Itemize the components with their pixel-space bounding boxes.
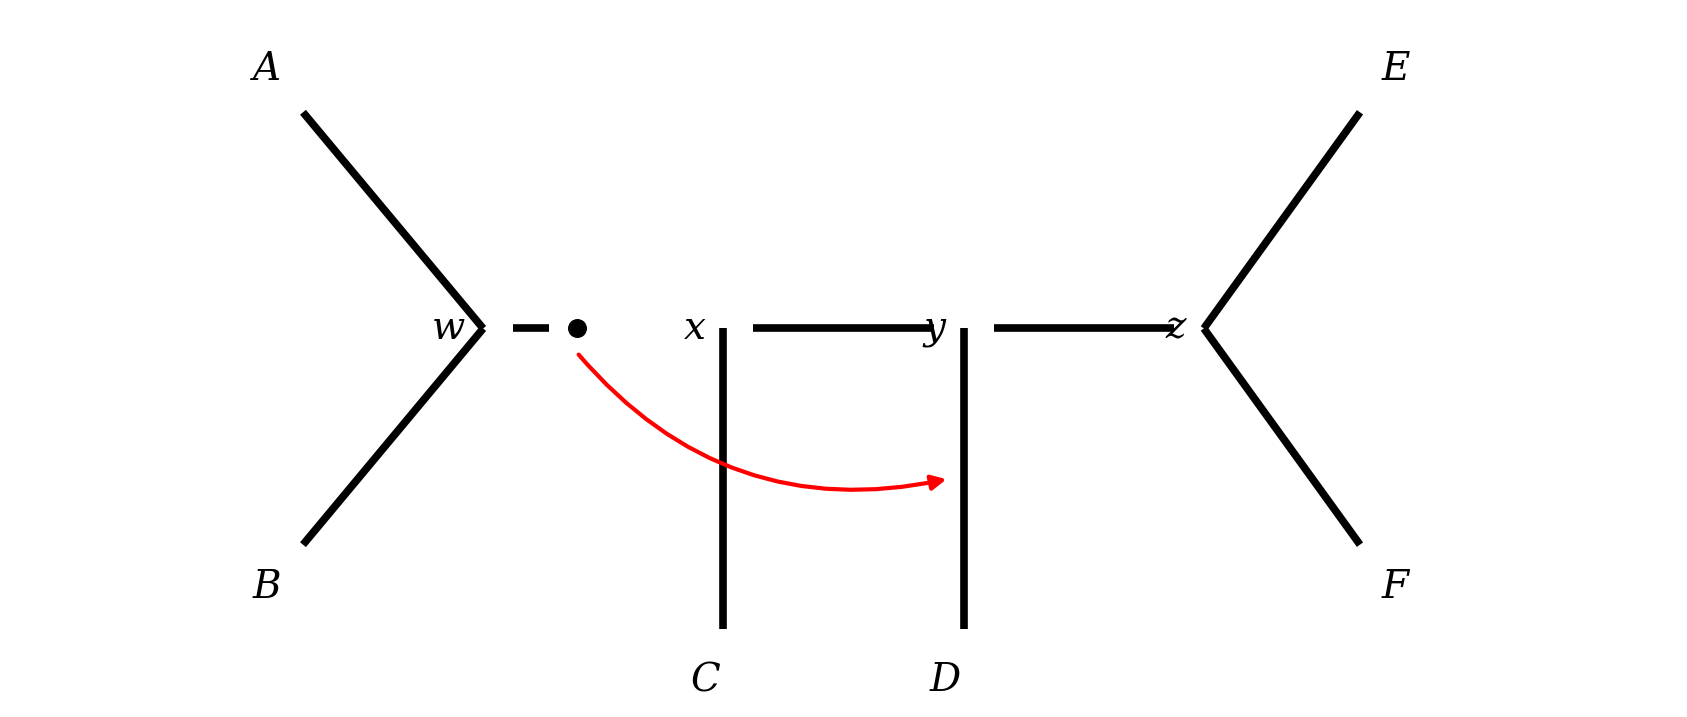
Point <box>563 323 590 334</box>
Text: x: x <box>683 310 705 347</box>
Text: D: D <box>930 663 962 699</box>
Text: y: y <box>923 310 946 347</box>
Text: C: C <box>690 663 720 699</box>
Text: B: B <box>253 569 282 606</box>
Text: z: z <box>1166 310 1186 347</box>
Text: w: w <box>432 310 466 347</box>
Text: E: E <box>1382 51 1410 88</box>
Text: A: A <box>253 51 282 88</box>
Text: F: F <box>1382 569 1409 606</box>
